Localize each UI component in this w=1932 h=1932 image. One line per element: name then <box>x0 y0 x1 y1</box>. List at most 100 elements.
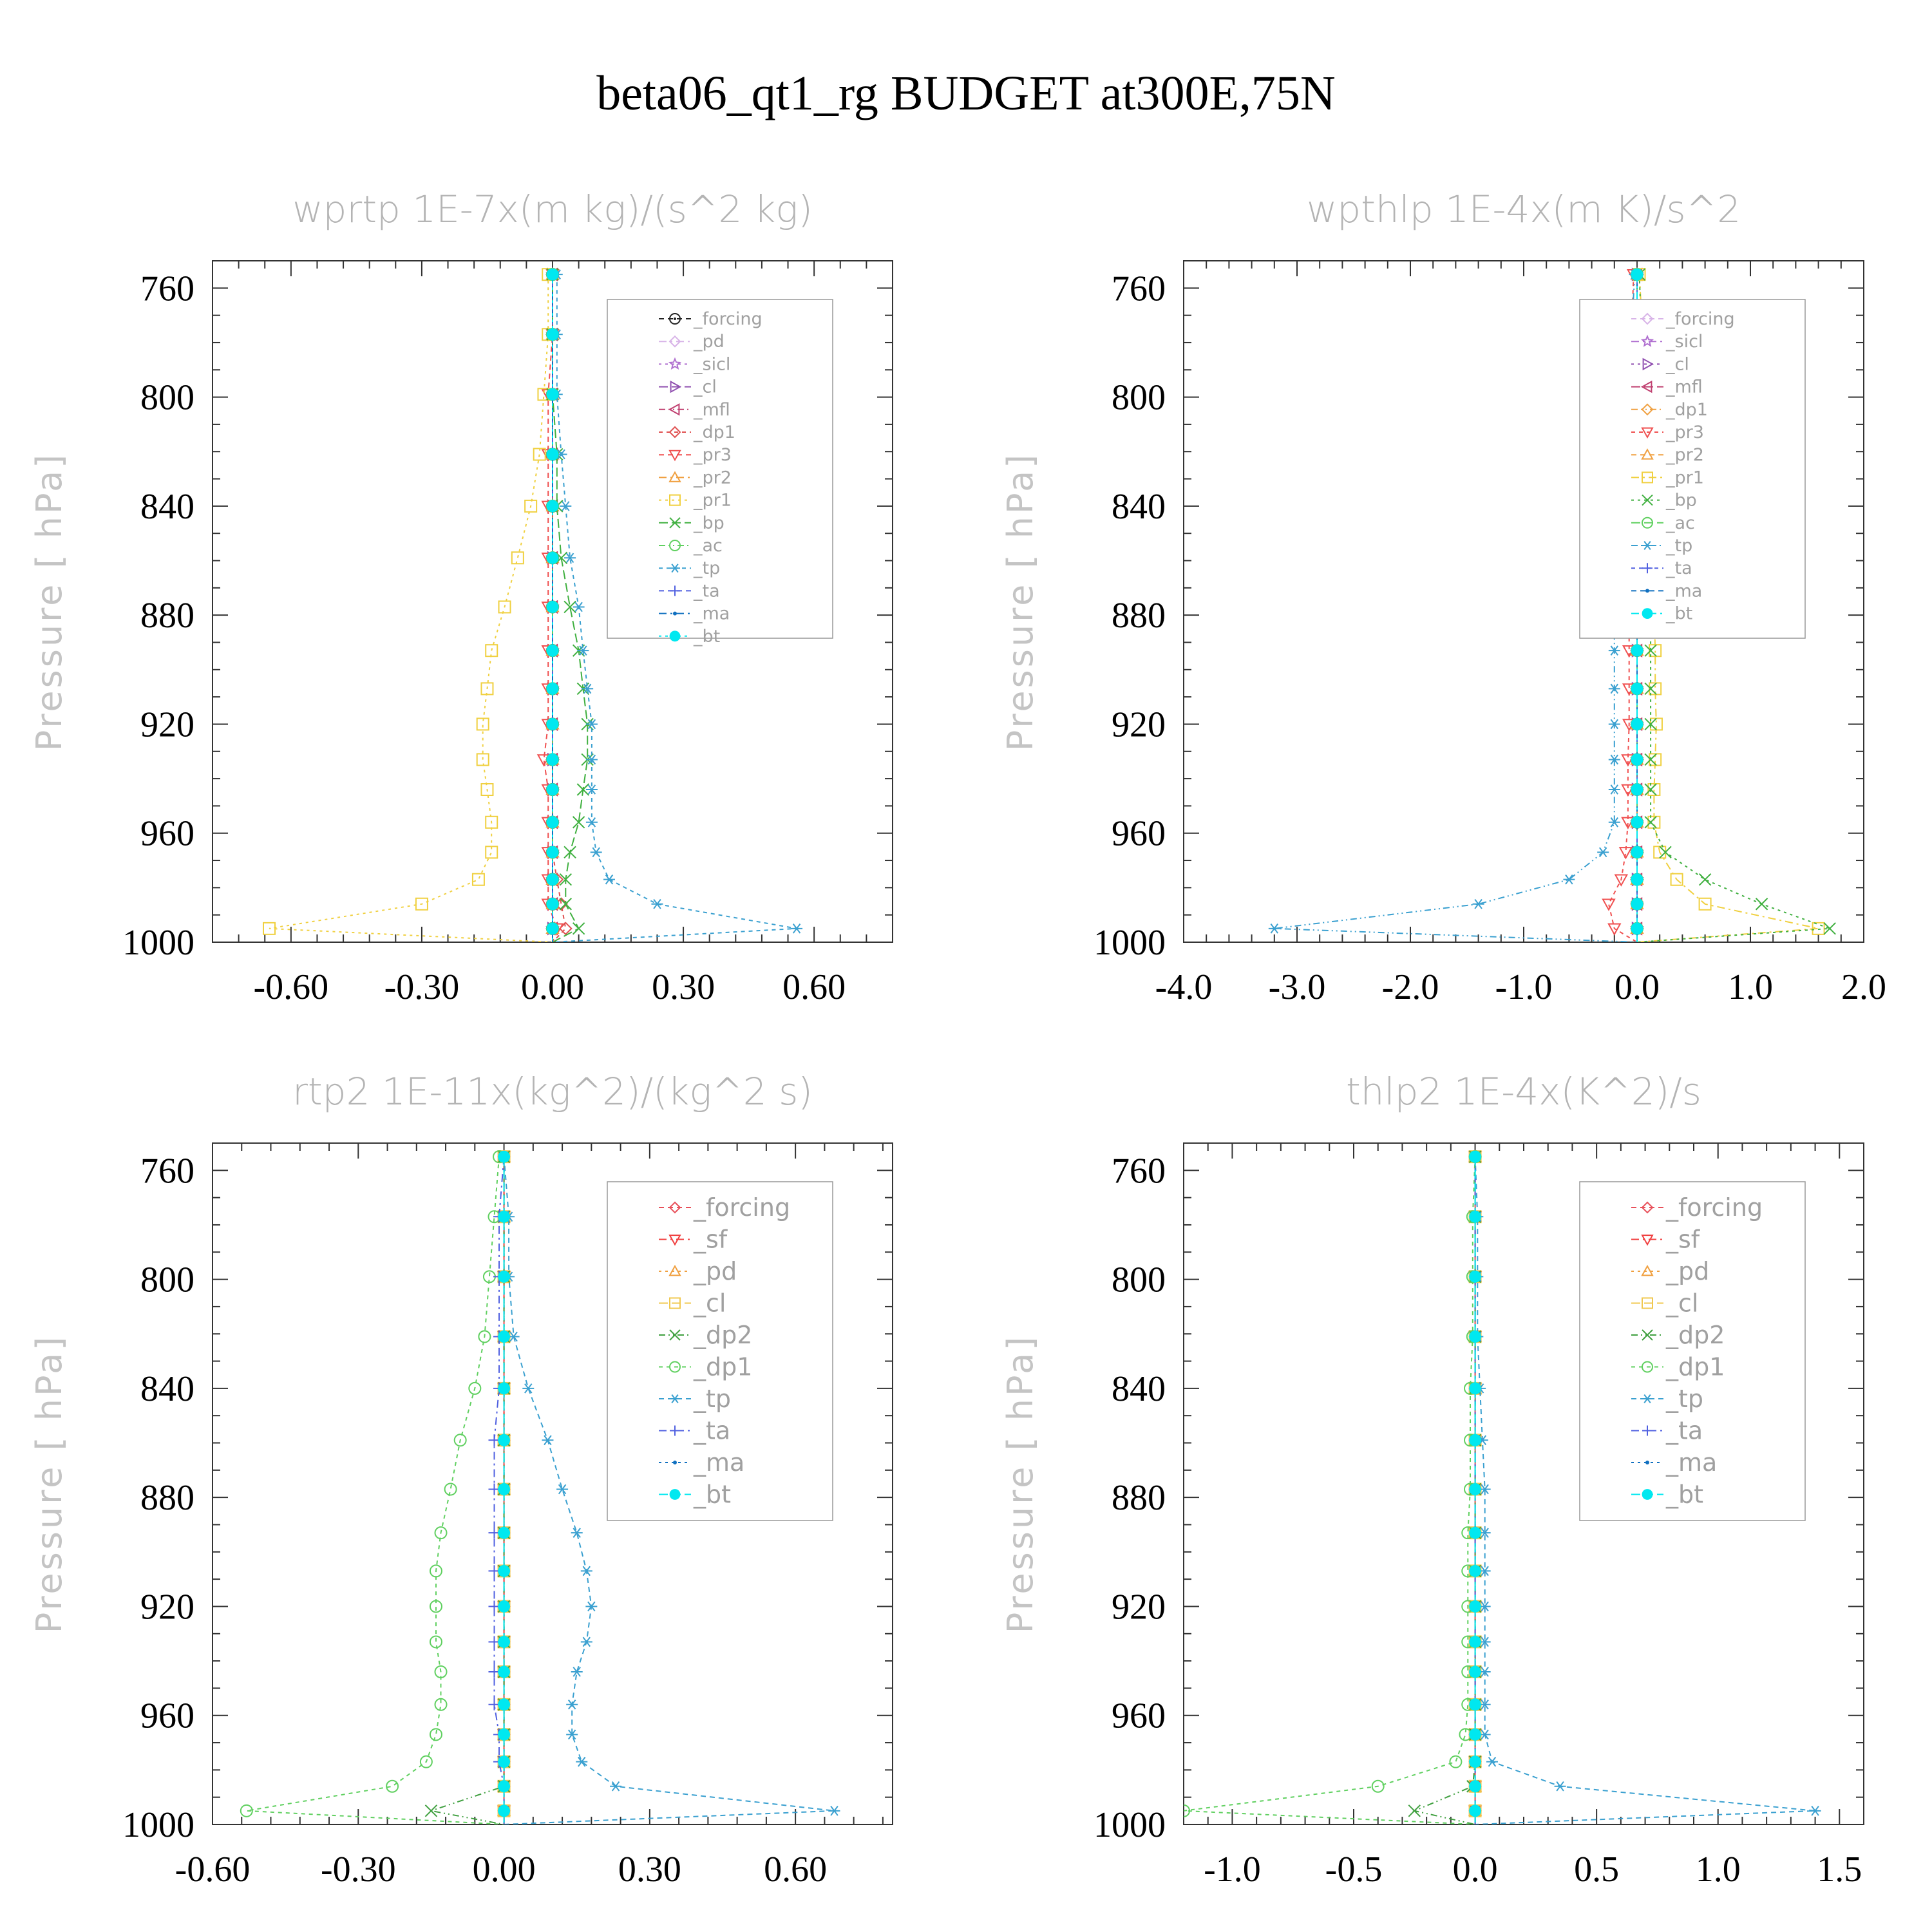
data-point <box>564 846 576 859</box>
legend-item: _bp <box>1631 491 1697 511</box>
data-point <box>546 388 559 401</box>
legend-label: _bt <box>1665 1481 1703 1509</box>
legend-marker <box>670 1394 680 1403</box>
data-point <box>1486 1756 1498 1767</box>
legend: _forcing_pd_sicl_cl_mfl_dp1_pr3_pr2_pr1_… <box>607 299 833 647</box>
legend-item: _sf <box>659 1226 728 1254</box>
y-tick-label: 760 <box>1112 1151 1166 1191</box>
data-point <box>498 600 511 614</box>
data-point <box>1614 874 1629 887</box>
data-point <box>498 1382 511 1395</box>
data-point <box>828 1806 840 1816</box>
legend-item: _bt <box>659 627 720 647</box>
y-tick-label: 920 <box>1112 1587 1166 1627</box>
data-point <box>1649 753 1662 766</box>
data-point <box>419 1755 433 1768</box>
data-point <box>1469 1756 1482 1768</box>
legend-item: _forcing <box>1631 309 1735 329</box>
data-point <box>1649 644 1662 658</box>
legend-marker <box>1642 1297 1653 1309</box>
legend-label: _ta <box>693 1417 730 1445</box>
data-point <box>1469 1150 1482 1163</box>
data-point <box>546 500 559 513</box>
y-tick-label: 960 <box>140 1696 194 1736</box>
legend-box <box>607 299 833 639</box>
data-point <box>1631 783 1643 796</box>
legend-marker <box>1642 494 1653 506</box>
data-point <box>546 922 559 935</box>
panel-title: rtp2 1E-11x(kg^2)/(kg^2 s) <box>292 1070 813 1113</box>
data-point <box>1469 1728 1482 1741</box>
data-point <box>1631 873 1643 886</box>
data-point <box>559 898 573 911</box>
data-point <box>590 847 602 858</box>
data-point <box>478 1330 491 1343</box>
legend-label: _pd <box>693 332 724 352</box>
data-point <box>1809 1806 1821 1816</box>
legend-item: _ta <box>1631 1417 1703 1445</box>
legend-item: _tp <box>659 1385 731 1413</box>
legend-marker <box>670 564 680 573</box>
legend-marker <box>1641 1201 1654 1214</box>
legend-item: _pr3 <box>1631 422 1704 442</box>
data-point <box>1659 846 1672 859</box>
legend-marker <box>668 1264 681 1276</box>
legend-label: _sf <box>693 1226 728 1254</box>
legend-label: _bp <box>693 513 724 533</box>
x-tick-label: 0.60 <box>764 1850 827 1889</box>
data-point <box>522 1383 535 1394</box>
data-point <box>1608 784 1620 795</box>
data-point <box>1469 1331 1482 1343</box>
data-point <box>1268 923 1280 934</box>
data-point <box>566 1729 578 1740</box>
panel-title: thlp2 1E-4x(K^2)/s <box>1346 1070 1701 1113</box>
data-point <box>524 499 538 513</box>
data-point <box>1608 645 1620 656</box>
x-tick-label: 0.60 <box>782 967 846 1007</box>
legend-label: _sf <box>1665 1226 1701 1254</box>
legend-item: _forcing <box>659 1193 790 1222</box>
y-tick-label: 840 <box>140 487 194 527</box>
data-point <box>1469 1698 1482 1711</box>
data-point <box>1554 1781 1566 1792</box>
data-point <box>576 1756 588 1767</box>
legend-item: _dp2 <box>659 1321 752 1349</box>
data-point <box>498 1270 511 1283</box>
data-point <box>1602 898 1616 911</box>
data-point <box>533 448 546 461</box>
data-point <box>546 873 559 886</box>
legend-item: _sicl <box>1631 332 1703 352</box>
legend-item: _cl <box>1631 354 1689 374</box>
data-point <box>546 601 559 613</box>
data-point <box>1469 1270 1482 1283</box>
y-tick-label: 960 <box>140 814 194 854</box>
legend-item: _pd <box>1631 1257 1709 1285</box>
legend-marker <box>1641 448 1654 460</box>
data-point <box>468 1381 482 1395</box>
panel-title: wpthlp 1E-4x(m K)/s^2 <box>1307 187 1741 231</box>
legend-item: _bt <box>659 1481 731 1509</box>
legend-label: _cl <box>693 377 717 397</box>
legend-label: _ta <box>1665 1417 1703 1445</box>
data-point <box>1371 1779 1385 1793</box>
legend-item: _ta <box>659 1417 730 1445</box>
data-point <box>1469 1526 1482 1539</box>
legend-marker <box>669 1361 681 1373</box>
legend-marker <box>1642 563 1653 574</box>
legend-label: _bt <box>693 1481 731 1509</box>
data-point <box>1469 1210 1482 1223</box>
legend-item: _pr2 <box>1631 445 1704 465</box>
series-bt <box>546 268 559 942</box>
y-axis-label: Pressure [ hPa] <box>29 452 70 752</box>
data-point <box>546 682 559 695</box>
data-point <box>1408 1804 1421 1817</box>
data-point <box>429 1600 442 1613</box>
data-point <box>480 783 494 797</box>
legend-marker <box>668 335 681 348</box>
data-point <box>1469 1804 1482 1817</box>
data-point <box>498 1331 511 1343</box>
x-tick-label: 0.0 <box>1453 1850 1498 1889</box>
data-point <box>1649 682 1662 696</box>
legend-marker <box>1642 608 1653 619</box>
data-point <box>564 600 576 614</box>
